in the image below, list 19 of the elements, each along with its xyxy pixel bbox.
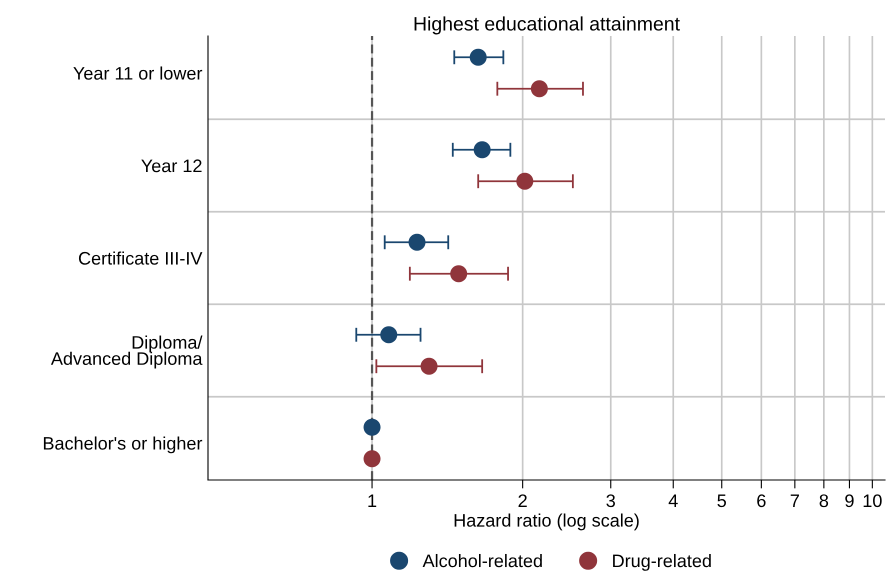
legend-label: Alcohol-related — [422, 554, 542, 568]
x-tick-label: 2 — [518, 494, 527, 507]
x-tick-label: 8 — [820, 494, 828, 508]
x-tick-label: 10 — [864, 494, 882, 508]
x-tick-label: 5 — [717, 494, 726, 508]
y-tick-label: Certificate III-IV — [78, 251, 202, 265]
legend-label: Drug-related — [613, 554, 711, 571]
x-tick-label: 7 — [790, 494, 799, 507]
x-tick-label: 3 — [606, 494, 615, 508]
x-tick-label: 6 — [757, 494, 766, 508]
x-tick-label: 4 — [668, 494, 678, 507]
y-tick-label: Year 12 — [141, 159, 202, 172]
y-tick-label: Diploma/ Advanced Diploma — [50, 336, 202, 369]
x-tick-label: 1 — [368, 494, 376, 507]
y-tick-label: Year 11 or lower — [73, 66, 202, 80]
y-tick-label: Bachelor's or higher — [44, 436, 202, 454]
x-axis-title: Hazard ratio (log scale) — [454, 514, 639, 530]
x-tick-label: 9 — [845, 494, 854, 508]
chart-title: Highest educational attainment — [414, 16, 680, 34]
